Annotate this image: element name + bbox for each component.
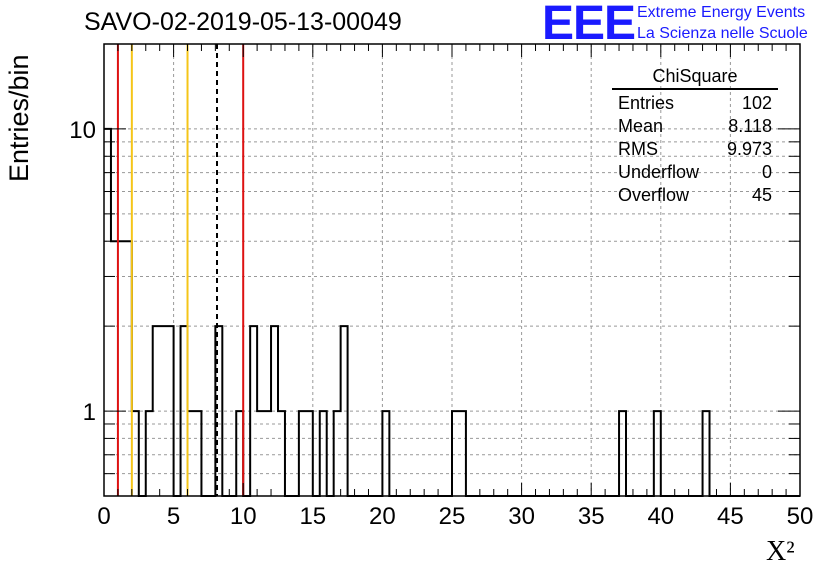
- histogram-bin: [167, 326, 174, 496]
- histogram-bin: [104, 129, 111, 496]
- x-tick-label: 40: [647, 503, 674, 530]
- y-tick-label: 10: [69, 117, 96, 144]
- stats-value: 102: [741, 93, 772, 113]
- stats-label: Entries: [618, 93, 675, 113]
- histogram-bin: [250, 326, 257, 496]
- stats-row-underflow: Underflow 0: [612, 161, 778, 184]
- histogram-bin: [278, 411, 285, 496]
- histogram-bin: [146, 411, 153, 496]
- eee-logo-letters: EEE: [542, 0, 636, 50]
- histogram-bin: [264, 411, 271, 496]
- stats-label: Overflow: [618, 185, 690, 205]
- histogram-bin: [341, 326, 348, 496]
- x-tick-label: 30: [508, 503, 535, 530]
- histogram-bin: [111, 241, 118, 496]
- x-tick-label: 15: [299, 503, 326, 530]
- histogram-bin: [236, 411, 243, 496]
- histogram-outline: [104, 127, 800, 497]
- histogram-bin: [382, 411, 389, 496]
- histogram-bin: [181, 326, 188, 496]
- histogram-bin: [257, 411, 264, 496]
- histogram-bin: [194, 411, 201, 496]
- histogram-bin: [153, 326, 160, 496]
- y-tick-label: 1: [83, 399, 96, 426]
- histogram-bin: [132, 411, 139, 496]
- stats-row-mean: Mean 8.118: [612, 115, 778, 138]
- x-tick-label: 5: [167, 503, 180, 530]
- x-tick-label: 20: [369, 503, 396, 530]
- histogram-bin: [703, 411, 710, 496]
- chart-title: SAVO-02-2019-05-13-00049: [84, 8, 402, 36]
- stats-box: ChiSquare Entries 102 Mean 8.118 RMS 9.9…: [612, 66, 778, 207]
- histogram-bin: [459, 411, 466, 496]
- stats-value: 8.118: [728, 116, 772, 136]
- logo-line-1: Extreme Energy Events: [637, 4, 806, 21]
- stats-value: 9.973: [726, 139, 772, 159]
- histogram-bin: [654, 411, 661, 496]
- histogram-bin: [619, 411, 626, 496]
- x-tick-label: 35: [578, 503, 605, 530]
- histogram-bin: [125, 241, 132, 496]
- histogram-bin: [306, 411, 313, 496]
- histogram-bin: [320, 411, 327, 496]
- histogram-bin: [118, 241, 125, 496]
- stats-value: 45: [751, 185, 772, 205]
- x-tick-label: 45: [717, 503, 744, 530]
- x-tick-label: 25: [439, 503, 466, 530]
- logo-line-2: La Scienza nelle Scuole: [637, 25, 808, 42]
- histogram-bin: [299, 411, 306, 496]
- x-tick-label: 50: [787, 503, 814, 530]
- histogram-bin: [188, 411, 195, 496]
- stats-row-rms: RMS 9.973: [612, 138, 778, 161]
- y-axis-label: Entries/bin: [4, 54, 34, 182]
- histogram-bin: [271, 326, 278, 496]
- stats-label: Underflow: [618, 162, 700, 182]
- histogram-bin: [334, 411, 341, 496]
- stats-label: Mean: [618, 116, 664, 136]
- stats-title: ChiSquare: [612, 66, 778, 90]
- stats-row-overflow: Overflow 45: [612, 184, 778, 207]
- histogram-bin: [452, 411, 459, 496]
- stats-value: 0: [761, 162, 772, 182]
- x-tick-label: 0: [97, 503, 110, 530]
- x-tick-label: 10: [230, 503, 257, 530]
- x-axis-label: X²: [766, 536, 795, 567]
- stats-row-entries: Entries 102: [612, 92, 778, 115]
- histogram-bin: [160, 326, 167, 496]
- stats-label: RMS: [618, 139, 658, 159]
